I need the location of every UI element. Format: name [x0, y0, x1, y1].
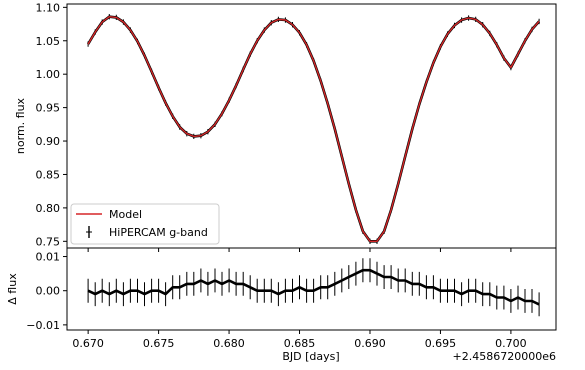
bottom-x-tick-label: 0.700: [495, 337, 527, 350]
top-y-tick-label: 0.90: [36, 135, 61, 148]
x-axis-offset-text: +2.4586720000e6: [453, 350, 556, 363]
bottom-x-ticks: 0.670 0.675 0.680 0.685 0.690 0.695 0.700: [72, 330, 527, 350]
bottom-axes-frame: [66, 247, 557, 331]
bottom-y-tick-label: −0.01: [26, 319, 60, 332]
top-y-tick-label: 0.75: [36, 235, 61, 248]
bottom-y-ticks: −0.01 0.00 0.01: [26, 251, 67, 332]
legend-box: [70, 203, 220, 245]
top-y-ticks: 0.75 0.80 0.85 0.90 0.95 1.00 1.05 1.10: [36, 1, 67, 248]
top-model-line: [87, 16, 540, 242]
top-y-tick-label: 0.85: [36, 168, 61, 181]
x-axis-label: BJD [days]: [282, 350, 339, 363]
top-y-tick-label: 1.10: [36, 1, 61, 14]
top-y-tick-label: 1.00: [36, 68, 61, 81]
bottom-y-tick-label: 0.01: [36, 251, 61, 264]
bottom-panel: −0.010.000.01 0.670 0.675 0.680 0.685 0.690 0…: [6, 247, 557, 363]
bottom-x-tick-label: 0.685: [284, 337, 316, 350]
top-x-ticks: [87, 248, 512, 252]
top-data-layer: [86, 14, 541, 244]
top-panel: 0.75 0.80 0.85 0.90 0.95 1.00 1.05 1.10 norm. f…: [14, 1, 557, 252]
top-y-tick-label: 1.05: [36, 35, 61, 48]
bottom-x-tick-label: 0.695: [425, 337, 457, 350]
bottom-x-tick-label: 0.675: [143, 337, 175, 350]
top-y-tick-label: 0.80: [36, 202, 61, 215]
bottom-data-layer: [87, 258, 540, 317]
legend-data-label: HiPERCAM g-band: [109, 226, 208, 239]
top-y-axis-label: norm. flux: [14, 97, 27, 154]
bottom-x-tick-label: 0.690: [354, 337, 386, 350]
bottom-x-tick-label: 0.670: [72, 337, 104, 350]
bottom-y-axis-label: Δ flux: [6, 273, 19, 305]
top-y-tick-label: 0.95: [36, 102, 61, 115]
legend: Model HiPERCAM g-band: [70, 203, 220, 245]
bottom-x-tick-label: 0.680: [213, 337, 245, 350]
bottom-errorbars: [87, 258, 540, 317]
bottom-data-series: [87, 268, 540, 306]
bottom-y-tick-label: 0.00: [36, 285, 61, 298]
legend-model-label: Model: [109, 208, 142, 221]
